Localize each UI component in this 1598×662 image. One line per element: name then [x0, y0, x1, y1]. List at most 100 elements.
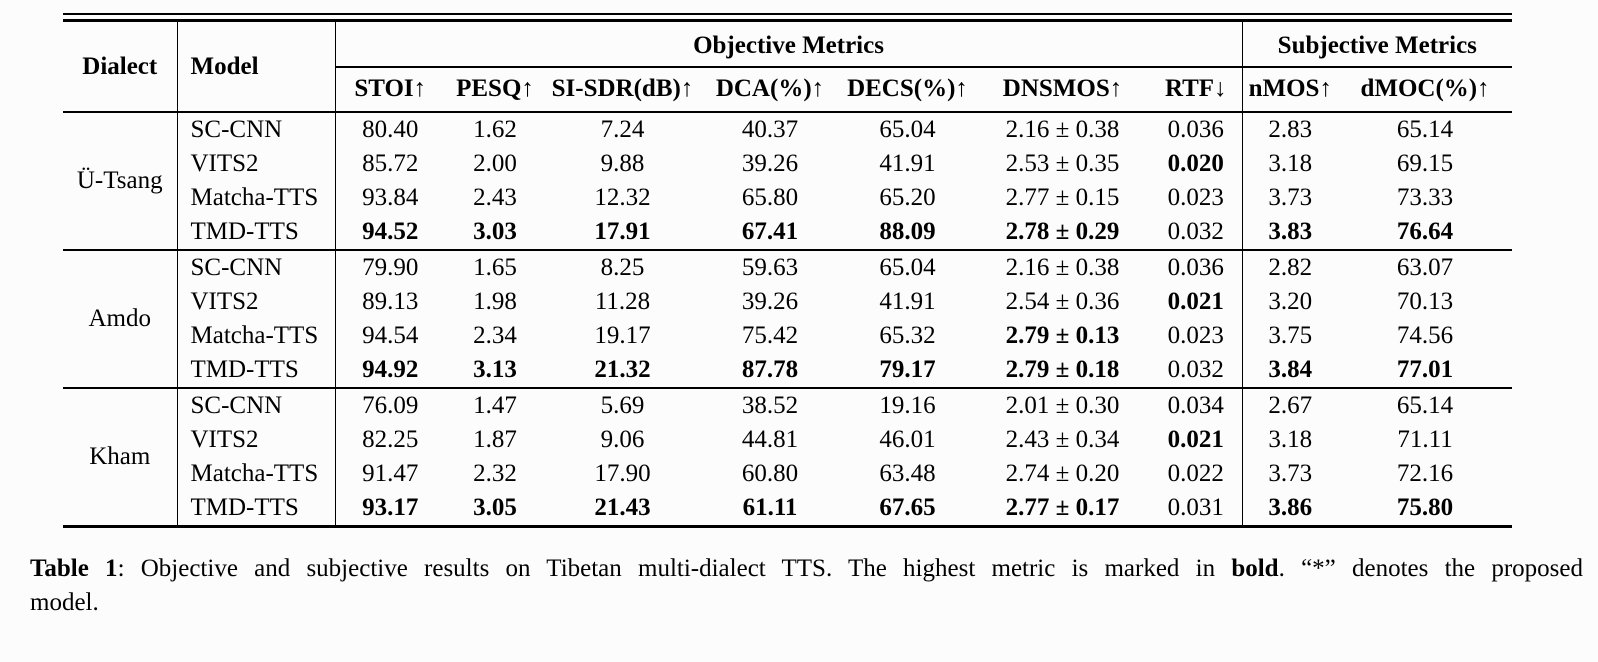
value-cell: 2.77 ± 0.17 — [1005, 494, 1120, 521]
table-row: Matcha-TTS 93.84 2.43 12.32 65.80 65.20 … — [63, 181, 1512, 215]
value-cell: 94.92 — [362, 356, 419, 383]
col-header-model: Model — [177, 22, 336, 112]
table-header: Dialect Model Objective Metrics Subjecti… — [63, 22, 1513, 112]
group-header-subjective: Subjective Metrics — [1242, 22, 1513, 68]
col-header-dca: DCA(%)↑ — [715, 75, 825, 102]
value-cell: 65.32 — [879, 322, 936, 349]
value-cell: 60.80 — [741, 460, 799, 487]
dialect-group-amdo: Amdo SC-CNN 79.90 1.65 8.25 59.63 65.04 … — [63, 250, 1513, 388]
dialect-cell: Ü-Tsang — [63, 112, 178, 250]
table-row: TMD-TTS 93.17 3.05 21.43 61.11 67.65 2.7… — [63, 491, 1512, 527]
metric-header-row: STOI↑ PESQ↑ SI-SDR(dB)↑ DCA(%)↑ DECS(%)↑… — [63, 67, 1512, 112]
caption-sep: : — [117, 555, 141, 582]
value-cell: 76.64 — [1396, 218, 1454, 245]
caption-text: Objective and subjective results on Tibe… — [140, 555, 1232, 582]
caption-bold-word: bold — [1231, 555, 1279, 582]
value-cell: 2.16 ± 0.38 — [1005, 116, 1120, 143]
value-cell: 0.032 — [1150, 215, 1243, 250]
value-cell: 2.34 — [473, 322, 517, 349]
value-cell: 94.54 — [362, 322, 419, 349]
value-cell: 2.00 — [473, 150, 517, 177]
value-cell: 80.40 — [362, 116, 419, 143]
dialect-cell: Amdo — [63, 250, 178, 388]
value-cell: 2.79 ± 0.18 — [1005, 356, 1120, 383]
value-cell: 3.20 — [1268, 288, 1313, 315]
col-header-nmos: nMOS↑ — [1248, 75, 1332, 102]
value-cell: 1.47 — [473, 392, 517, 419]
model-cell: TMD-TTS — [177, 491, 336, 527]
value-cell: 17.91 — [594, 218, 651, 245]
value-cell: 3.13 — [473, 356, 517, 383]
value-cell: 59.63 — [741, 254, 799, 281]
dialect-cell: Kham — [63, 388, 178, 527]
group-header-objective: Objective Metrics — [335, 22, 1243, 68]
table-row: TMD-TTS 94.52 3.03 17.91 67.41 88.09 2.7… — [63, 215, 1512, 250]
value-cell: 21.43 — [594, 494, 651, 521]
value-cell: 93.17 — [362, 494, 419, 521]
value-cell: 89.13 — [362, 288, 419, 315]
value-cell: 5.69 — [600, 392, 645, 419]
value-cell: 17.90 — [594, 460, 651, 487]
caption-line-1: Table 1: Objective and subjective result… — [30, 552, 1583, 586]
value-cell: 74.56 — [1396, 322, 1454, 349]
value-cell: 2.77 ± 0.15 — [1005, 184, 1120, 211]
value-cell: 70.13 — [1396, 288, 1454, 315]
value-cell: 2.74 ± 0.20 — [1005, 460, 1120, 487]
table-top-rule-thin — [63, 13, 1512, 15]
value-cell: 2.43 — [473, 184, 517, 211]
col-header-stoi: STOI↑ — [354, 75, 427, 102]
value-cell: 19.17 — [594, 322, 651, 349]
value-cell: 67.41 — [741, 218, 799, 245]
table-row: VITS2 82.25 1.87 9.06 44.81 46.01 2.43 ±… — [63, 423, 1512, 457]
value-cell: 85.72 — [362, 150, 419, 177]
value-cell: 0.022 — [1150, 457, 1243, 491]
value-cell: 3.84 — [1268, 356, 1313, 383]
value-cell: 2.16 ± 0.38 — [1005, 254, 1120, 281]
value-cell: 87.78 — [741, 356, 799, 383]
value-cell: 3.18 — [1268, 426, 1313, 453]
value-cell: 0.031 — [1150, 491, 1243, 527]
value-cell: 65.14 — [1396, 116, 1454, 143]
results-table-wrap: Dialect Model Objective Metrics Subjecti… — [63, 13, 1513, 528]
model-cell: TMD-TTS — [177, 353, 336, 388]
value-cell: 69.15 — [1396, 150, 1454, 177]
model-cell: SC-CNN — [177, 388, 336, 423]
value-cell: 65.80 — [741, 184, 799, 211]
value-cell: 0.021 — [1150, 285, 1243, 319]
dialect-group-kham: Kham SC-CNN 76.09 1.47 5.69 38.52 19.16 … — [63, 388, 1512, 527]
value-cell: 3.05 — [473, 494, 517, 521]
table-top-rule-thick — [63, 19, 1512, 22]
model-cell: VITS2 — [177, 285, 336, 319]
model-cell: Matcha-TTS — [177, 181, 336, 215]
value-cell: 19.16 — [879, 392, 936, 419]
value-cell: 3.18 — [1268, 150, 1313, 177]
value-cell: 46.01 — [879, 426, 936, 453]
value-cell: 73.33 — [1396, 184, 1454, 211]
value-cell: 2.43 ± 0.34 — [1005, 426, 1120, 453]
value-cell: 61.11 — [742, 494, 798, 521]
value-cell: 0.036 — [1150, 250, 1243, 285]
value-cell: 8.25 — [600, 254, 645, 281]
col-header-dialect: Dialect — [63, 22, 178, 112]
value-cell: 82.25 — [362, 426, 419, 453]
value-cell: 3.73 — [1268, 184, 1313, 211]
value-cell: 76.09 — [362, 392, 419, 419]
table-row: Matcha-TTS 91.47 2.32 17.90 60.80 63.48 … — [63, 457, 1512, 491]
value-cell: 3.75 — [1268, 322, 1313, 349]
value-cell: 3.03 — [473, 218, 517, 245]
value-cell: 2.32 — [473, 460, 517, 487]
value-cell: 2.79 ± 0.13 — [1005, 322, 1120, 349]
value-cell: 2.67 — [1268, 392, 1313, 419]
col-header-rtf: RTF↓ — [1150, 67, 1243, 112]
value-cell: 41.91 — [879, 288, 936, 315]
value-cell: 67.65 — [879, 494, 936, 521]
value-cell: 11.28 — [594, 288, 651, 315]
value-cell: 65.04 — [879, 116, 936, 143]
value-cell: 40.37 — [741, 116, 799, 143]
value-cell: 21.32 — [594, 356, 651, 383]
value-cell: 2.78 ± 0.29 — [1005, 218, 1120, 245]
value-cell: 75.42 — [741, 322, 799, 349]
value-cell: 65.04 — [879, 254, 936, 281]
value-cell: 1.98 — [473, 288, 517, 315]
value-cell: 9.06 — [600, 426, 645, 453]
